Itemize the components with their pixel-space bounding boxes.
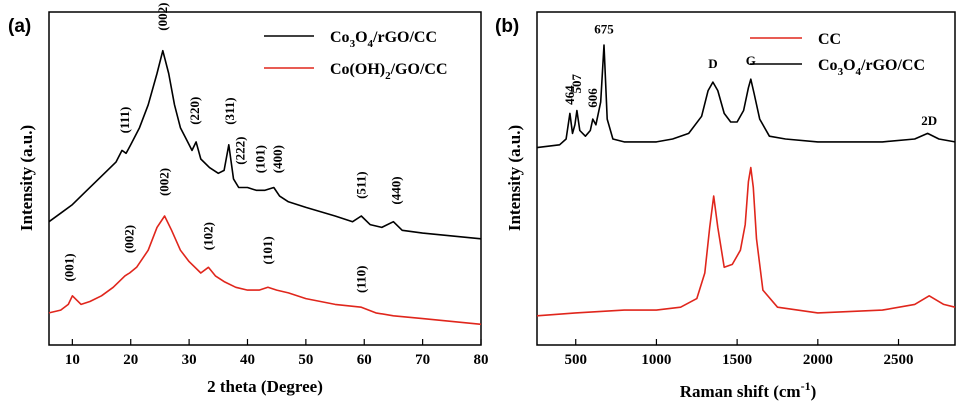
legend-a-entry-0: Co3O4/rGO/CC xyxy=(330,29,437,50)
panel-a-series xyxy=(48,49,482,326)
peak-label-b-3: 675 xyxy=(594,22,614,37)
x-tick-label-a-4: 50 xyxy=(298,352,313,368)
peak-label-a-13: (101) xyxy=(260,236,275,264)
x-tick-label-b-4: 2500 xyxy=(884,352,914,368)
x-tick-label-b-1: 1000 xyxy=(641,352,671,368)
x-tick-label-b-2: 1500 xyxy=(722,352,752,368)
peak-label-a-3: (311) xyxy=(222,97,237,124)
legend-b-entry-1: Co3O4/rGO/CC xyxy=(818,57,925,78)
series-line-a-1 xyxy=(48,215,482,326)
peak-label-a-2: (220) xyxy=(187,97,202,125)
peak-label-a-0: (111) xyxy=(117,107,132,134)
panel-b-series xyxy=(536,44,956,317)
peak-label-b-4: D xyxy=(708,56,717,71)
series-line-b-0 xyxy=(536,166,956,317)
peak-label-a-5: (101) xyxy=(252,145,267,173)
peak-label-a-1: (002) xyxy=(155,3,170,31)
panel-b-label: (b) xyxy=(495,16,519,37)
x-tick-label-a-6: 70 xyxy=(415,352,430,368)
series-line-b-1 xyxy=(536,44,956,149)
peak-label-b-0: 464 xyxy=(562,85,577,105)
x-tick-label-a-7: 80 xyxy=(474,352,489,368)
panel-b-ylabel: Intensity (a.u.) xyxy=(505,125,524,231)
panel-a-annotations: (111)(002)(220) (311)(222) (101) (400)(511)… xyxy=(61,3,403,293)
peak-label-a-7: (511) xyxy=(353,171,368,198)
peak-label-a-11: (002) xyxy=(157,168,172,196)
peak-label-a-10: (002) xyxy=(122,225,137,253)
panel-a-label: (a) xyxy=(8,16,31,37)
peak-label-a-8: (440) xyxy=(388,176,403,204)
legend-a-entry-1: Co(OH)2/GO/CC xyxy=(330,61,448,82)
panel-b-x-ticks: 500 1000 1500 2000 2500 xyxy=(564,339,914,368)
x-tick-label-a-2: 30 xyxy=(182,352,197,368)
panel-a-legend: Co3O4/rGO/CC Co(OH)2/GO/CC xyxy=(264,29,448,82)
x-tick-label-b-3: 2000 xyxy=(803,352,833,368)
peak-label-b-5: G xyxy=(746,53,756,68)
x-tick-label-a-5: 60 xyxy=(357,352,372,368)
peak-label-a-14: (110) xyxy=(353,265,368,292)
peak-label-a-6: (400) xyxy=(270,145,285,173)
peak-label-a-9: (001) xyxy=(61,253,76,281)
panel-a-ylabel: Intensity (a.u.) xyxy=(17,125,36,231)
panel-a-frame xyxy=(48,11,482,346)
panel-a-xlabel: 2 theta (Degree) xyxy=(207,377,323,396)
x-tick-label-a-3: 40 xyxy=(240,352,255,368)
panel-b-xlabel: Raman shift (cm-1) xyxy=(680,379,817,401)
peak-label-b-6: 2D xyxy=(921,113,937,128)
peak-label-b-2: 606 xyxy=(585,88,600,108)
peak-label-b-1: 507 xyxy=(569,73,584,93)
panel-b-frame xyxy=(536,11,956,346)
panel-a: (a) 10 20 30 40 50 60 70 80 (111) (002) (220) (311… xyxy=(8,3,489,396)
peak-label-a-12: (102) xyxy=(200,222,215,250)
x-tick-label-a-0: 10 xyxy=(65,352,80,368)
x-tick-label-b-0: 500 xyxy=(564,352,587,368)
panel-a-x-ticks: 10 20 30 40 50 60 70 80 xyxy=(65,339,489,368)
x-tick-label-a-1: 20 xyxy=(123,352,138,368)
panel-b-legend: CC Co3O4/rGO/CC xyxy=(750,31,925,78)
peak-label-a-4: (222) xyxy=(232,137,247,165)
series-line-a-0 xyxy=(48,49,482,240)
legend-b-entry-0: CC xyxy=(818,31,841,48)
